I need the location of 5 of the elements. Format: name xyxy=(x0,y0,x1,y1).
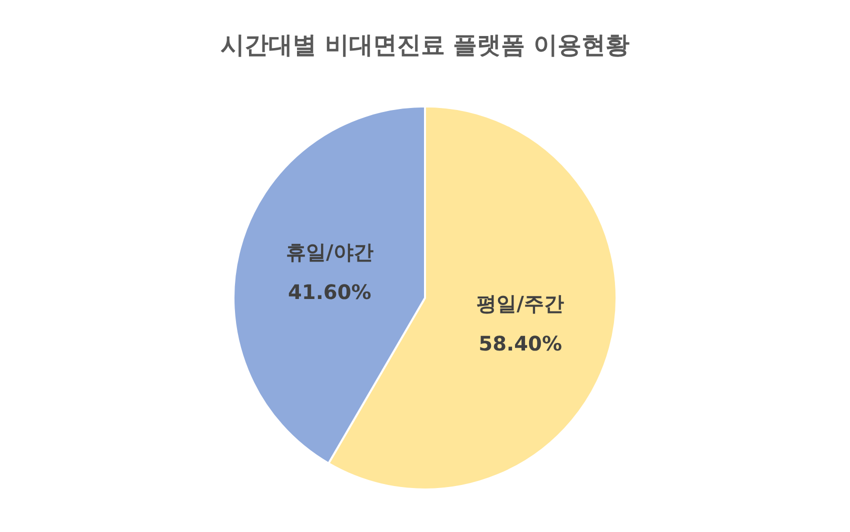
data-label: 58.40% xyxy=(478,332,562,356)
data-label: 41.60% xyxy=(288,280,372,304)
slice-label: 평일/주간 xyxy=(476,292,564,316)
slice-label: 휴일/야간 xyxy=(286,240,374,264)
chart-title: 시간대별 비대면진료 플랫폼 이용현황 xyxy=(220,31,630,59)
